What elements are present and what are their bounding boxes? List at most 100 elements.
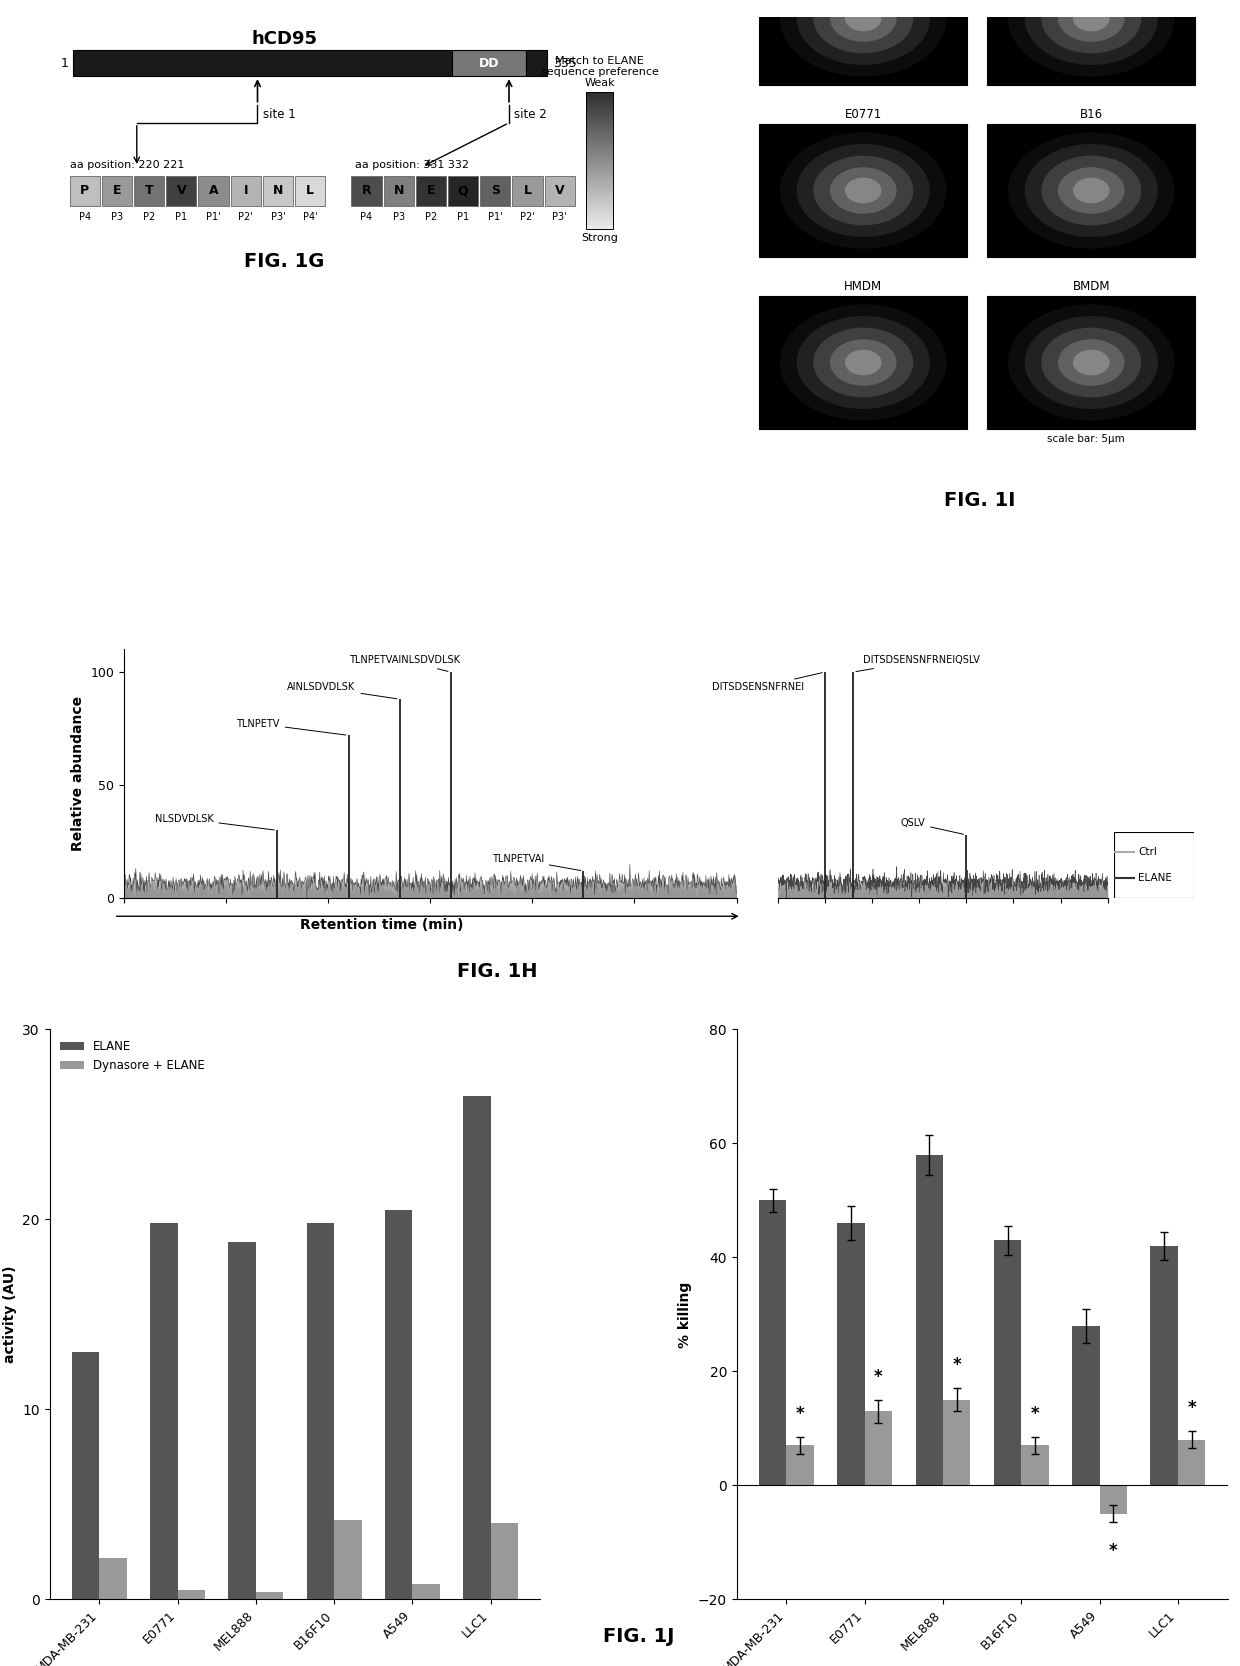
Point	[950, 0, 970, 10]
Point	[1109, 162, 1128, 188]
Point	[1126, 338, 1146, 365]
Point	[841, 170, 861, 197]
Point	[796, 207, 816, 233]
Point	[825, 212, 844, 238]
Point	[1018, 335, 1038, 362]
Point	[906, 297, 926, 323]
Point	[949, 357, 968, 383]
Point	[836, 137, 856, 163]
Point	[1033, 308, 1053, 335]
Point	[1023, 407, 1043, 433]
Point	[841, 170, 861, 197]
Bar	[944, 1399, 971, 1486]
Point	[1003, 0, 1023, 3]
Point	[777, 17, 797, 43]
Point	[1110, 72, 1130, 98]
Point	[1131, 390, 1151, 416]
Point	[944, 187, 963, 213]
Point	[1110, 228, 1130, 255]
Point	[1055, 350, 1075, 377]
Point	[985, 157, 1004, 183]
Point	[811, 388, 831, 415]
Point	[765, 327, 785, 353]
Point	[1094, 220, 1114, 247]
Point	[1184, 363, 1204, 390]
Point	[941, 205, 961, 232]
Point	[928, 157, 947, 183]
Point	[895, 312, 915, 338]
Point	[1131, 182, 1151, 208]
Point	[1174, 235, 1194, 262]
Point	[1100, 170, 1120, 197]
Point	[946, 235, 966, 262]
Point	[875, 380, 895, 407]
Point	[836, 368, 856, 395]
Point	[837, 308, 857, 335]
Point	[1120, 373, 1140, 400]
Point	[1092, 0, 1112, 13]
Point	[998, 63, 1018, 90]
Point	[1102, 35, 1122, 62]
Point	[1095, 308, 1115, 335]
Point	[759, 370, 779, 397]
Ellipse shape	[813, 0, 913, 53]
Point	[800, 148, 820, 175]
Point	[900, 385, 920, 412]
Point	[786, 302, 806, 328]
Point	[787, 0, 807, 10]
Point	[869, 217, 889, 243]
Point	[1142, 212, 1162, 238]
Point	[1038, 375, 1058, 402]
Point	[1030, 23, 1050, 50]
Point	[1104, 17, 1123, 43]
Text: TLNPETV: TLNPETV	[237, 718, 346, 735]
Point	[811, 128, 831, 155]
Point	[854, 3, 874, 30]
Point	[1023, 50, 1043, 77]
Point	[942, 130, 962, 157]
Point	[914, 113, 934, 140]
Point	[950, 380, 970, 407]
Point	[768, 330, 787, 357]
Point	[940, 15, 960, 42]
Point	[1064, 137, 1084, 163]
Point	[898, 5, 918, 32]
Point	[1064, 155, 1084, 182]
Point	[930, 212, 950, 238]
Point	[1001, 415, 1021, 441]
Point	[1110, 22, 1130, 48]
Point	[900, 0, 920, 15]
Point	[924, 367, 944, 393]
Point	[993, 287, 1013, 313]
Text: BMDM: BMDM	[1073, 280, 1110, 293]
Point	[939, 40, 959, 67]
Point	[1090, 122, 1110, 148]
Point	[1027, 130, 1047, 157]
Point	[914, 323, 934, 350]
Bar	[587, 190, 613, 193]
Point	[899, 213, 919, 240]
Point	[982, 303, 1002, 330]
Point	[942, 152, 962, 178]
Point	[841, 0, 861, 5]
Point	[898, 365, 918, 392]
Point	[836, 220, 856, 247]
Point	[1152, 52, 1172, 78]
Point	[859, 213, 879, 240]
Bar	[587, 142, 613, 145]
Point	[923, 0, 942, 3]
Point	[808, 117, 828, 143]
Point	[790, 137, 810, 163]
Point	[831, 158, 851, 185]
Point	[1178, 315, 1198, 342]
Point	[1074, 317, 1094, 343]
Point	[937, 307, 957, 333]
Point	[766, 122, 786, 148]
Point	[1128, 27, 1148, 53]
Point	[1123, 43, 1143, 70]
Point	[1101, 0, 1121, 27]
Point	[899, 168, 919, 195]
Point	[766, 190, 786, 217]
Point	[837, 128, 857, 155]
Point	[816, 0, 836, 18]
